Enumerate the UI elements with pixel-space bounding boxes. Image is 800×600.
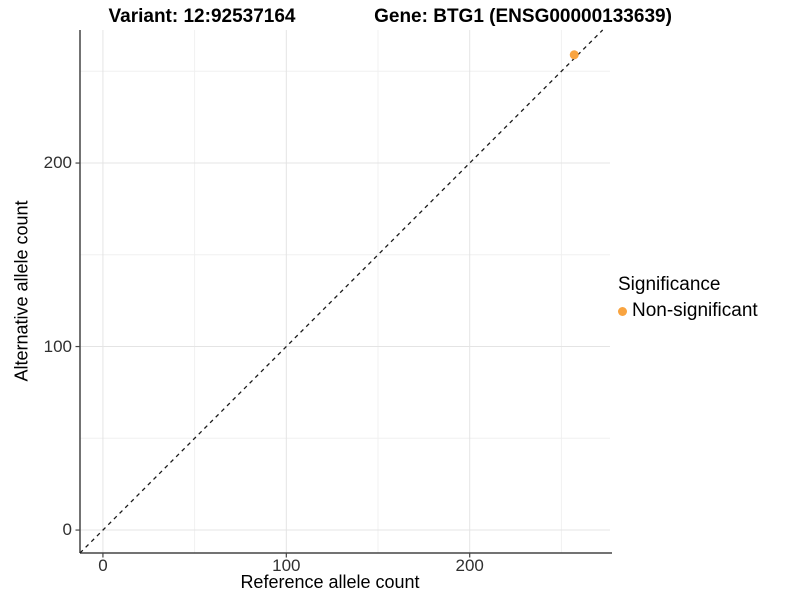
legend-point-icon (618, 306, 627, 316)
legend-entry: Non-significant (618, 300, 758, 322)
y-tick-label: 100 (43, 336, 72, 356)
plot-geoms (79, 29, 604, 554)
variant-title: Variant: 12:92537164 (108, 6, 296, 27)
y-tick-label: 200 (43, 153, 72, 173)
legend-entry-label: Non-significant (632, 300, 758, 321)
identity-dashed-line (79, 29, 604, 554)
data-point (569, 50, 579, 60)
legend: Significance Non-significant (618, 274, 758, 322)
x-tick-label: 200 (455, 556, 484, 575)
axes (75, 30, 612, 558)
x-tick-label: 0 (98, 556, 108, 575)
x-axis-title: Reference allele count (240, 572, 420, 592)
legend-title: Significance (618, 274, 721, 295)
y-tick-label: 0 (62, 520, 72, 540)
gene-title: Gene: BTG1 (ENSG00000133639) (374, 6, 672, 27)
gridlines (80, 30, 610, 553)
x-tick-label: 100 (272, 556, 301, 575)
